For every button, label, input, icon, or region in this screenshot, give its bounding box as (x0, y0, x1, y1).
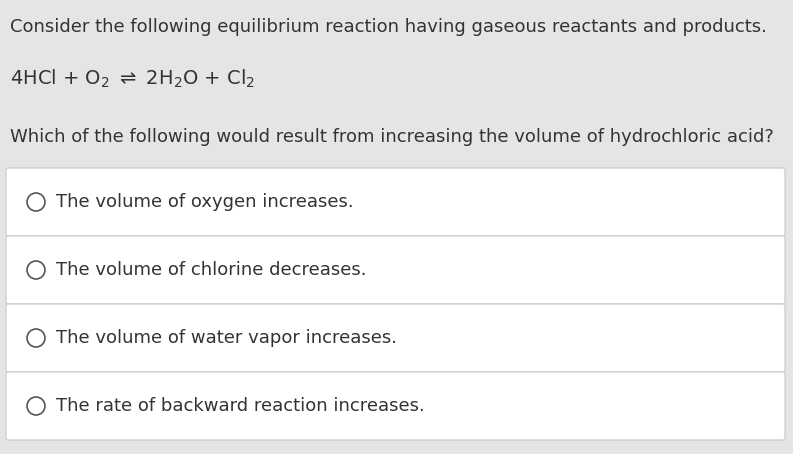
Text: Which of the following would result from increasing the volume of hydrochloric a: Which of the following would result from… (10, 128, 774, 146)
Text: The volume of water vapor increases.: The volume of water vapor increases. (56, 329, 397, 347)
Text: The volume of oxygen increases.: The volume of oxygen increases. (56, 193, 354, 211)
FancyBboxPatch shape (6, 372, 785, 440)
FancyBboxPatch shape (6, 304, 785, 372)
Text: The rate of backward reaction increases.: The rate of backward reaction increases. (56, 397, 425, 415)
Circle shape (27, 193, 45, 211)
Text: Consider the following equilibrium reaction having gaseous reactants and product: Consider the following equilibrium react… (10, 18, 767, 36)
Circle shape (27, 397, 45, 415)
Circle shape (27, 261, 45, 279)
FancyBboxPatch shape (6, 236, 785, 304)
Circle shape (27, 329, 45, 347)
FancyBboxPatch shape (6, 168, 785, 236)
Text: The volume of chlorine decreases.: The volume of chlorine decreases. (56, 261, 366, 279)
Text: 4HCl + O$_2$ $\rightleftharpoons$ 2H$_2$O + Cl$_2$: 4HCl + O$_2$ $\rightleftharpoons$ 2H$_2$… (10, 68, 255, 90)
